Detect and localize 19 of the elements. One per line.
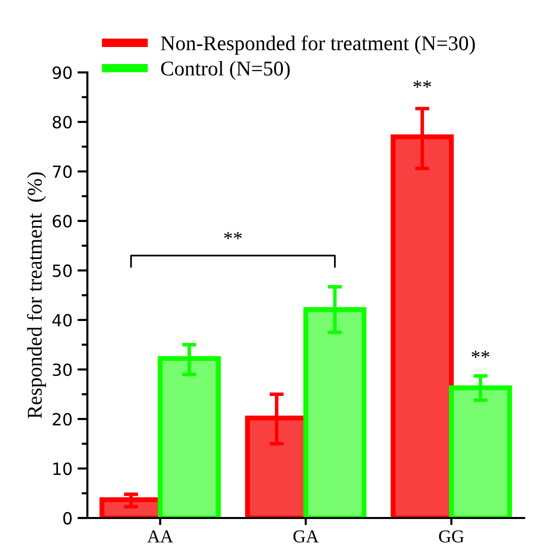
y-tick-label: 90 [52,66,72,79]
legend-label: Control (N=50) [161,60,290,80]
y-tick-label: 60 [52,214,72,228]
annotation: ** [413,80,432,88]
y-tick-label: 70 [52,165,72,178]
y-tick-label: 30 [52,363,72,376]
x-tick-label: GA [293,530,319,543]
y-tick-label: 50 [52,264,72,278]
legend-label: Non-Responded for treatment (N=30) [160,35,475,55]
x-tick-label: AA [147,530,174,542]
y-tick-label: 80 [52,116,72,128]
y-tick-label: 20 [52,412,72,426]
y-tick-label: 10 [53,462,72,476]
annotation: ** [224,232,242,240]
y-tick-label: 0 [63,512,72,525]
y-tick-label: 40 [52,314,72,327]
annotation: ** [472,350,490,358]
y-axis-title: Responded for treatment (%) [26,172,46,418]
x-tick-label: GG [439,530,464,543]
